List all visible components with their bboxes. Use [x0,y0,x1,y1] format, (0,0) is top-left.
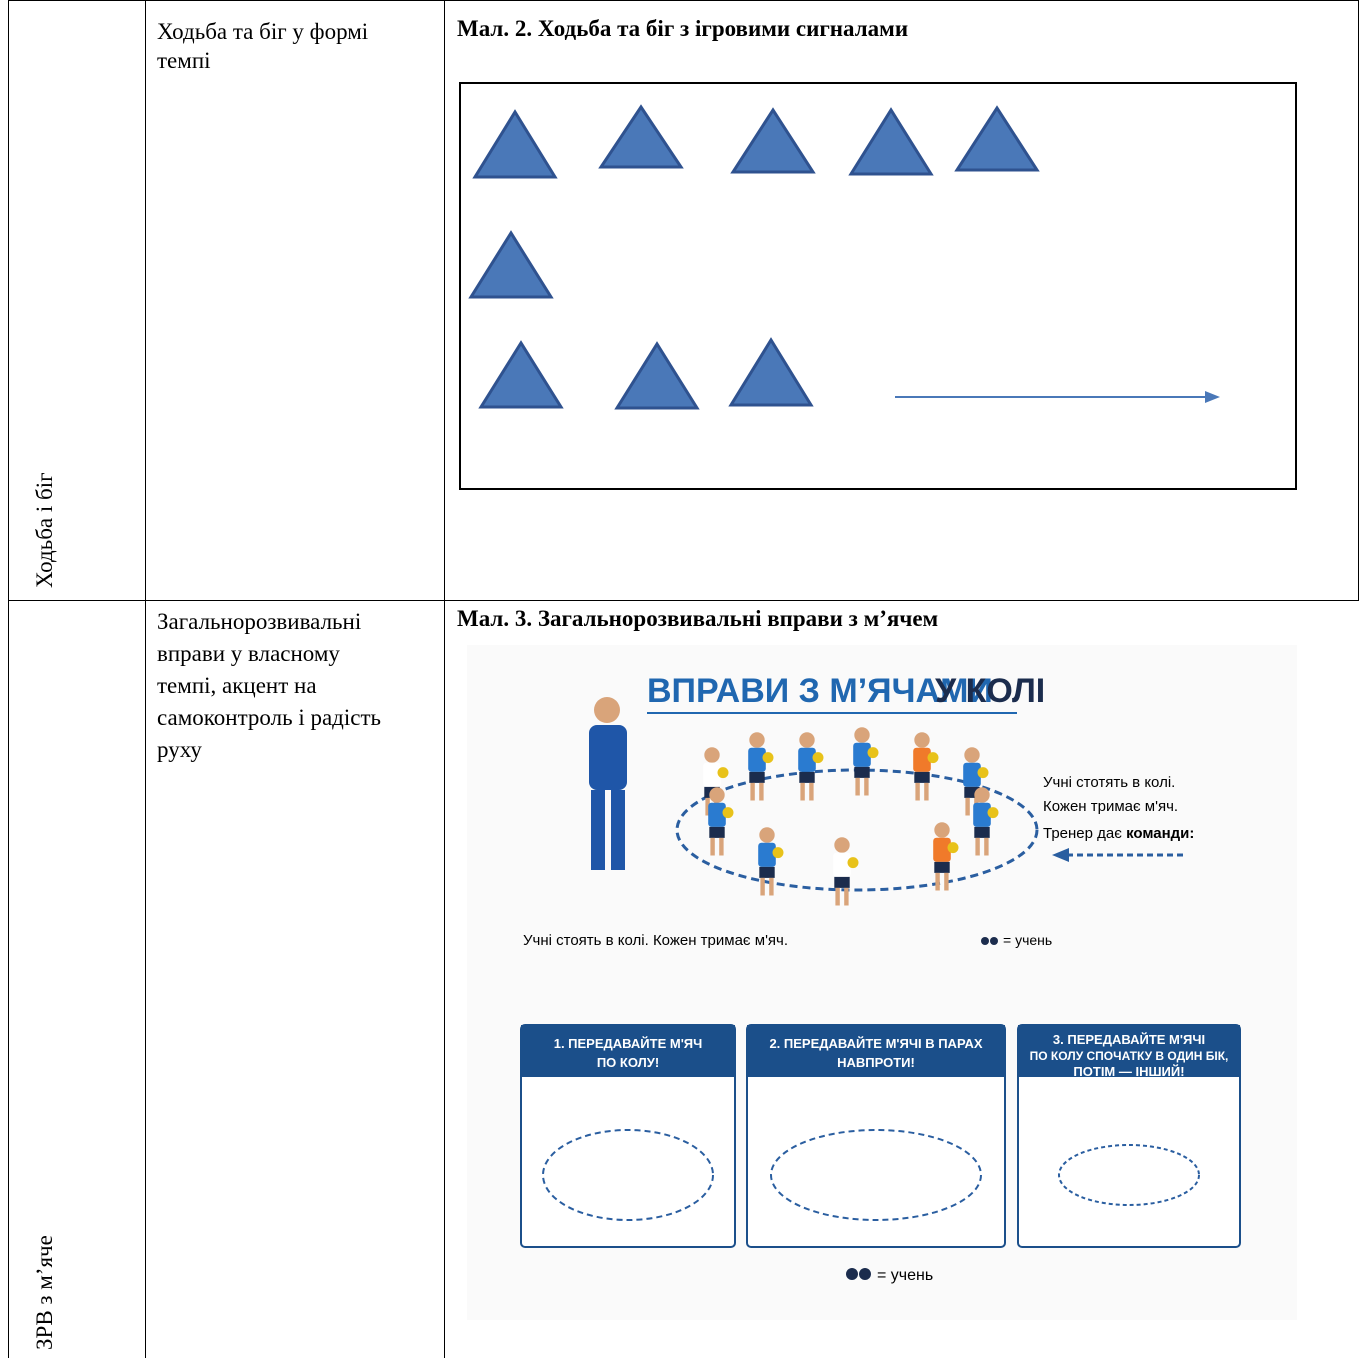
student [748,732,774,801]
dot [846,1268,858,1280]
student [833,837,859,906]
student [798,732,824,801]
student [913,732,939,801]
figure-title: ВПРАВИ З М’ЯЧАМИ [647,672,993,710]
figure-title: У КОЛІ [935,672,1045,710]
frame [459,82,1297,490]
note: Тренер дає команди: [1043,825,1194,842]
content: Ходьба та біг у формі темпі [157,19,369,73]
diagram [459,82,1297,490]
student [933,822,959,891]
note: Кожен тримає м'яч. [1043,798,1178,815]
arrow-head [1205,391,1220,403]
student [758,827,784,896]
note: Учні стотять в колі. [1043,774,1175,791]
border [145,0,146,1358]
student [708,787,734,856]
panel-heading: ПОТІМ — ІНШИЙ! [1073,1064,1184,1079]
student [963,747,989,816]
content: Загальнорозвивальні вправи у власному те… [157,609,382,762]
panel-heading: 1. ПЕРЕДАВАЙТЕ М'ЯЧ [554,1036,703,1051]
section-label: ЗРВ з м’яче [32,1235,57,1350]
legend: = учень [877,1267,933,1284]
border [8,0,1359,1]
panel-heading: НАВПРОТИ! [837,1055,915,1070]
dot [859,1268,871,1280]
panels [520,1024,1241,1248]
legend: = учень [1003,932,1052,948]
note-bold: команди: [1126,825,1194,842]
dot [981,937,989,945]
dot [990,937,998,945]
border [8,600,1359,601]
panel-heading: ПО КОЛУ СПОЧАТКУ В ОДИН БІК, [1030,1049,1229,1063]
note: Тренер дає [1043,825,1122,842]
student [973,787,999,856]
caption: Мал. 3. Загальнорозвивальні вправи з м’я… [457,606,939,631]
caption: Мал. 2. Ходьба та біг з ігровими сигнала… [457,16,909,41]
panel-heading: 2. ПЕРЕДАВАЙТЕ М'ЯЧІ В ПАРАХ [769,1036,982,1051]
arrow-head [1052,848,1069,862]
border [8,0,9,1358]
student [853,727,879,796]
triangles [468,104,1040,410]
panel-heading: 3. ПЕРЕДАВАЙТЕ М'ЯЧІ [1053,1032,1205,1047]
coach [589,697,627,870]
panel-heading: ПО КОЛУ! [597,1055,659,1070]
border [444,0,445,1358]
illustration: ВПРАВИ З М’ЯЧАМИ У КОЛІ Учні стотять в к… [467,645,1297,1320]
subcaption: Учні стоять в колі. Кожен тримає м'яч. [523,932,788,949]
